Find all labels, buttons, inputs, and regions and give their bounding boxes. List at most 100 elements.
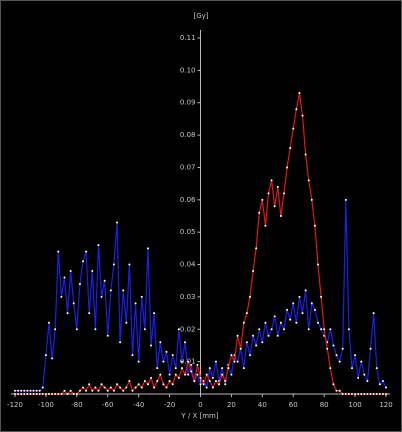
data-point xyxy=(100,383,103,386)
data-point xyxy=(162,360,165,363)
data-point xyxy=(72,302,75,305)
data-point xyxy=(335,389,338,392)
x-tick-label: -80 xyxy=(71,401,82,409)
data-point xyxy=(29,393,32,395)
data-point xyxy=(258,328,261,331)
data-point xyxy=(211,376,214,379)
data-point xyxy=(214,360,217,363)
data-point xyxy=(26,389,29,392)
data-point xyxy=(298,92,301,95)
data-point xyxy=(41,393,44,395)
data-point xyxy=(202,383,205,386)
data-point xyxy=(109,386,112,389)
data-point xyxy=(239,347,242,350)
data-point xyxy=(378,383,381,386)
x-tick-label: -20 xyxy=(164,401,175,409)
data-point xyxy=(385,393,387,395)
x-tick-label: -60 xyxy=(102,401,113,409)
data-point xyxy=(140,295,143,298)
data-point xyxy=(60,393,63,395)
data-point xyxy=(23,393,26,395)
data-point xyxy=(177,328,180,331)
y-tick-label: 0.08 xyxy=(180,131,196,139)
data-point xyxy=(94,328,97,331)
data-point xyxy=(60,295,63,298)
data-point xyxy=(187,373,190,376)
data-point xyxy=(347,328,350,331)
data-point xyxy=(252,334,255,337)
data-point xyxy=(137,383,140,386)
y-tick-label: 0.09 xyxy=(180,99,196,107)
data-point xyxy=(177,376,180,379)
data-point xyxy=(363,393,366,395)
data-point xyxy=(134,302,137,305)
data-point xyxy=(91,389,94,392)
data-point xyxy=(205,373,208,376)
data-point xyxy=(279,215,282,217)
data-point xyxy=(82,260,85,263)
data-point xyxy=(255,247,258,250)
data-point xyxy=(128,263,131,266)
x-tick-label: -100 xyxy=(38,401,54,409)
data-point xyxy=(366,393,369,395)
data-point xyxy=(51,393,54,395)
data-point xyxy=(350,367,353,370)
data-point xyxy=(292,302,295,305)
data-point xyxy=(372,393,375,395)
data-point xyxy=(14,393,16,395)
x-axis-label: Y / X [mm] xyxy=(180,412,218,420)
data-point xyxy=(23,389,26,392)
data-point xyxy=(174,373,177,376)
data-point xyxy=(190,370,193,373)
data-point xyxy=(159,373,162,376)
data-point xyxy=(218,383,221,386)
data-point xyxy=(78,282,81,285)
data-point xyxy=(292,127,295,130)
data-point xyxy=(44,393,47,395)
data-point xyxy=(211,386,214,389)
data-point xyxy=(301,114,304,117)
data-point xyxy=(230,373,233,376)
data-point xyxy=(196,363,199,366)
data-point xyxy=(180,360,183,363)
data-point xyxy=(245,312,248,315)
data-point xyxy=(310,302,313,305)
data-point xyxy=(85,389,88,392)
data-point xyxy=(193,380,196,383)
data-point xyxy=(35,389,38,392)
data-point xyxy=(174,367,177,370)
data-point xyxy=(199,376,202,379)
data-point xyxy=(378,393,381,395)
data-point xyxy=(357,376,360,379)
data-point xyxy=(354,393,357,395)
y-tick-label: 0.02 xyxy=(180,325,196,333)
x-tick-label: 40 xyxy=(258,401,267,409)
data-point xyxy=(316,263,319,266)
data-point xyxy=(26,393,29,395)
data-point xyxy=(63,389,66,392)
data-point xyxy=(295,108,298,111)
data-point xyxy=(276,334,279,337)
data-point xyxy=(301,312,304,315)
data-point xyxy=(54,328,57,331)
data-point xyxy=(168,373,171,376)
data-point xyxy=(221,367,224,370)
data-point xyxy=(372,312,375,315)
data-point xyxy=(153,386,156,389)
data-point xyxy=(304,153,307,156)
data-point xyxy=(88,383,91,386)
data-point xyxy=(150,344,153,347)
data-point xyxy=(261,198,264,201)
data-point xyxy=(329,367,332,370)
data-point xyxy=(267,334,270,337)
data-point xyxy=(381,380,384,383)
x-tick-label: -120 xyxy=(7,401,23,409)
y-axis-label: [Gy] xyxy=(193,12,208,20)
data-point xyxy=(82,386,85,389)
data-point xyxy=(75,393,78,395)
data-point xyxy=(360,393,363,395)
data-point xyxy=(153,312,156,315)
data-point xyxy=(128,380,131,383)
data-point xyxy=(341,393,344,395)
data-point xyxy=(273,315,276,318)
